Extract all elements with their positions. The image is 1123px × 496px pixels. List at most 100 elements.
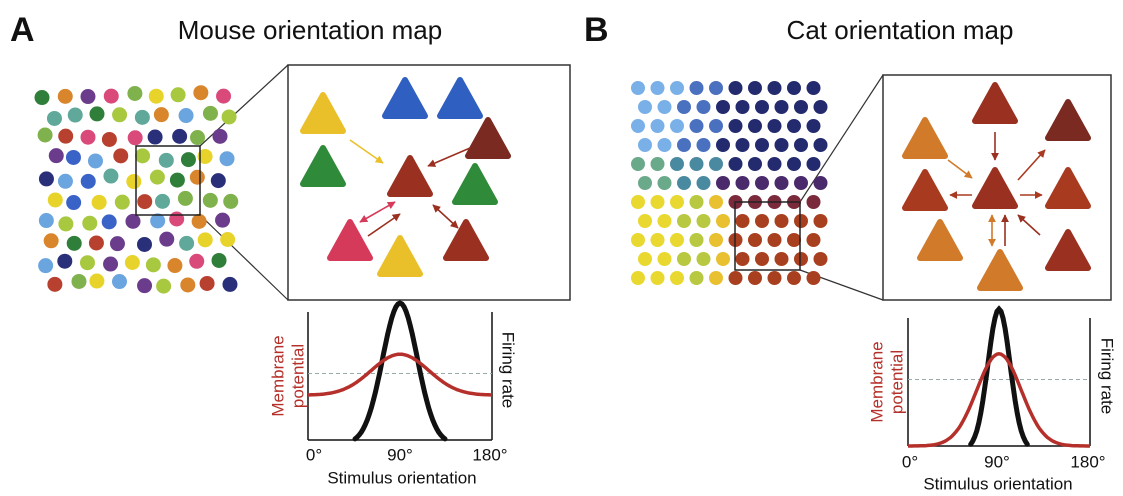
firing-rate-curve	[971, 309, 1028, 444]
neuron-dot	[651, 271, 665, 285]
y2-axis-label: Firing rate	[499, 332, 518, 409]
neuron-dot	[190, 130, 205, 145]
membrane-curve	[908, 354, 1090, 446]
neuron-dot	[690, 81, 704, 95]
neuron-dot	[709, 81, 723, 95]
panel-b: B Cat orientation map 0° 90° 180° Stimul…	[584, 11, 1117, 494]
neuron-dot	[748, 233, 762, 247]
neuron-dot	[159, 153, 174, 168]
neuron-dot	[697, 100, 711, 114]
connection-arrow	[1018, 215, 1040, 235]
neuron-dot	[126, 174, 141, 189]
neuron-dot	[80, 89, 95, 104]
neuron-dot	[716, 138, 730, 152]
neuron-dot	[736, 252, 750, 266]
neuron-dot	[670, 195, 684, 209]
neuron-dot	[170, 173, 185, 188]
neuron-dot	[66, 150, 81, 165]
neuron-dot	[631, 195, 645, 209]
neuron-dot	[58, 89, 73, 104]
neuron-dot	[716, 100, 730, 114]
neuron-dot	[200, 276, 215, 291]
connection-arrow	[948, 160, 972, 178]
neuron-dot	[651, 157, 665, 171]
neuron-dot	[179, 236, 194, 251]
neuron-dot	[787, 119, 801, 133]
neuron-dot	[697, 214, 711, 228]
neuron-dot	[102, 214, 117, 229]
neuron-triangle	[905, 172, 945, 208]
neuron-dot	[80, 255, 95, 270]
neuron-dot	[89, 235, 104, 250]
neuron-dot	[181, 152, 196, 167]
neuron-dot	[82, 216, 97, 231]
neuron-dot	[58, 174, 73, 189]
neuron-dot	[709, 119, 723, 133]
panel-title: Mouse orientation map	[178, 15, 442, 45]
neuron-dot	[807, 157, 821, 171]
neuron-dot	[658, 100, 672, 114]
neuron-dot	[736, 138, 750, 152]
neuron-dot	[709, 233, 723, 247]
neuron-dot	[651, 81, 665, 95]
neuron-dot	[787, 157, 801, 171]
y-label-line: Membrane	[268, 335, 287, 416]
neuron-dot	[179, 108, 194, 123]
neuron-dot	[670, 233, 684, 247]
neuron-dot	[670, 271, 684, 285]
y-label-line: potential	[887, 350, 906, 414]
neuron-dot	[155, 194, 170, 209]
neuron-dot	[198, 232, 213, 247]
neuron-triangle	[446, 222, 486, 258]
neuron-dot	[222, 277, 237, 292]
neuron-dot	[670, 157, 684, 171]
x-tick-label: 90°	[984, 452, 1010, 471]
neuron-dot	[658, 214, 672, 228]
neuron-dot	[697, 138, 711, 152]
x-tick-label: 0°	[902, 452, 918, 471]
neuron-dot	[736, 214, 750, 228]
neuron-dot	[709, 157, 723, 171]
neuron-dot	[216, 89, 231, 104]
neuron-dot	[768, 157, 782, 171]
neuron-triangle	[920, 222, 960, 258]
panel-title: Cat orientation map	[787, 15, 1014, 45]
neuron-dot	[638, 138, 652, 152]
neuron-dot	[137, 194, 152, 209]
neuron-dot	[768, 119, 782, 133]
neuron-dot	[755, 252, 769, 266]
membrane-curve	[308, 354, 492, 395]
neuron-dot	[149, 89, 164, 104]
neuron-dot	[814, 252, 828, 266]
neuron-dot	[690, 157, 704, 171]
neuron-dot	[677, 252, 691, 266]
neuron-dot	[203, 106, 218, 121]
neuron-dot	[658, 252, 672, 266]
neuron-dot	[755, 138, 769, 152]
neuron-dot	[89, 106, 104, 121]
neuron-dot	[697, 252, 711, 266]
neuron-triangle	[980, 252, 1020, 288]
neuron-dot	[768, 81, 782, 95]
neuron-dot	[92, 195, 107, 210]
neuron-dot	[146, 257, 161, 272]
neuron-dot	[814, 138, 828, 152]
neuron-dot	[103, 257, 118, 272]
neuron-dot	[677, 100, 691, 114]
neuron-dot	[631, 233, 645, 247]
neuron-triangle	[380, 238, 420, 274]
neuron-dot	[651, 233, 665, 247]
neuron-dot	[48, 192, 63, 207]
neuron-dot	[755, 176, 769, 190]
neuron-dot	[670, 81, 684, 95]
neuron-dot	[807, 271, 821, 285]
neuron-dot	[104, 89, 119, 104]
neuron-dot	[44, 233, 59, 248]
neuron-dot	[775, 252, 789, 266]
neuron-dot	[690, 195, 704, 209]
neuron-triangle	[1048, 102, 1088, 138]
y-label-line: Membrane	[867, 341, 886, 422]
neuron-dot	[88, 153, 103, 168]
neuron-dot	[807, 195, 821, 209]
neuron-dot	[212, 253, 227, 268]
